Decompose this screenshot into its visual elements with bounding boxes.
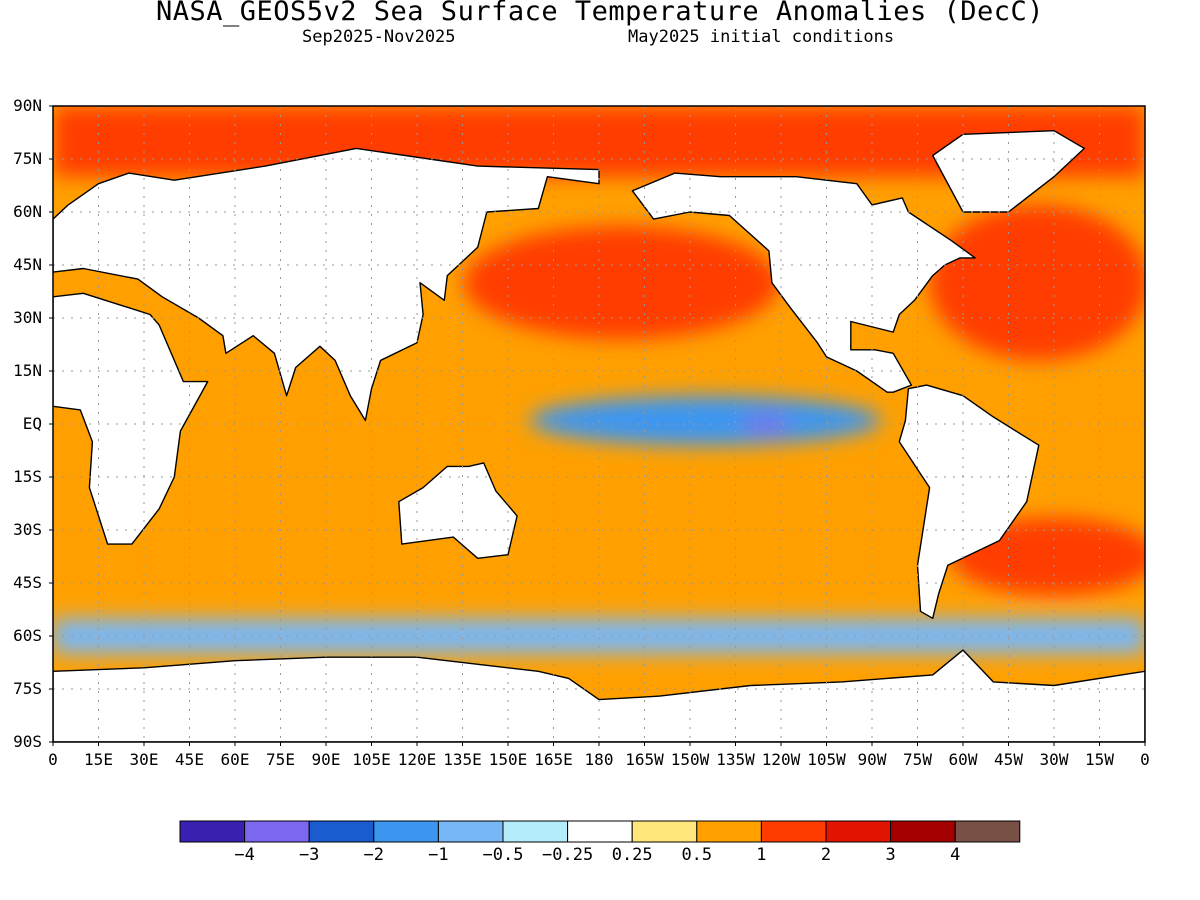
colorbar-label: −3 (298, 845, 320, 865)
lon-label: 165E (534, 750, 573, 769)
lon-label: 150E (488, 750, 528, 769)
gridlines (53, 106, 1145, 742)
land-europe-asia (53, 147, 600, 422)
lon-label: 75E (266, 750, 295, 769)
lon-label: 15W (1085, 750, 1114, 769)
colorbar (179, 820, 1021, 843)
colorbar-swatch (244, 820, 310, 843)
anomaly-region-equatorial-east-pacific-cool (529, 395, 882, 446)
lat-label: 75N (13, 149, 42, 168)
lat-label: 30S (13, 520, 42, 539)
land-australia (398, 462, 518, 559)
colorbar-swatch (308, 820, 375, 843)
colorbar-swatch (696, 820, 762, 843)
lon-label: 105W (807, 750, 846, 769)
lon-label: 15E (84, 750, 113, 769)
lon-label: 150W (670, 750, 710, 769)
lon-label: 60W (948, 750, 978, 769)
lat-label: EQ (22, 414, 42, 433)
colorbar-swatch (890, 820, 956, 843)
lon-label: 0 (1140, 750, 1150, 769)
colorbar-swatch (760, 820, 827, 843)
colorbar-label: −0.25 (542, 845, 594, 865)
colorbar-label: 2 (820, 845, 832, 865)
colorbar-swatch (631, 820, 698, 843)
colorbar-swatch (825, 820, 892, 843)
lat-label: 45N (13, 255, 42, 274)
map-title: NASA_GEOS5v2 Sea Surface Temperature Ano… (155, 0, 1045, 27)
colorbar-swatch (502, 820, 569, 843)
land-south-america (898, 384, 1040, 619)
colorbar-label: 4 (950, 845, 961, 865)
colorbar-label: −2 (363, 845, 385, 865)
land-north-america (631, 172, 976, 393)
land-greenland (932, 130, 1085, 213)
lon-label: 60E (220, 750, 250, 769)
colorbar-label: 3 (885, 845, 896, 865)
colorbar-label: 0.5 (681, 845, 713, 865)
lat-ticks (49, 105, 53, 743)
lon-label: 30W (1039, 750, 1069, 769)
colorbar-label: −4 (234, 845, 255, 865)
colorbar-swatch (437, 820, 504, 843)
lon-label: 90E (311, 750, 341, 769)
lon-label: 45W (994, 750, 1023, 769)
initial-conditions: May2025 initial conditions (628, 27, 895, 47)
forecast-period: Sep2025-Nov2025 (302, 27, 456, 47)
lon-label: 135W (716, 750, 755, 769)
colorbar-label: 0.25 (611, 845, 653, 865)
colorbar-swatch (373, 820, 439, 843)
lat-label: 75S (13, 679, 42, 698)
colorbar-label: 1 (756, 845, 767, 865)
anomaly-region-north-pacific-warm (464, 226, 780, 340)
colorbar-swatch (179, 820, 246, 843)
lon-label: 90W (857, 750, 887, 769)
colorbar-swatch (954, 820, 1021, 843)
anomaly-region-north-atlantic-warm (929, 204, 1145, 361)
lon-label: 180 (584, 750, 614, 769)
lon-label: 120E (397, 750, 437, 769)
lon-label: 30E (129, 750, 159, 769)
lon-label: 0 (48, 750, 58, 769)
colorbar-swatch (567, 820, 633, 843)
land-africa (53, 292, 209, 545)
lon-label: 135E (443, 750, 482, 769)
lat-label: 90S (13, 732, 42, 751)
lat-label: 15N (13, 361, 42, 380)
lon-label: 165W (625, 750, 664, 769)
lat-label: 30N (13, 308, 42, 327)
lon-ticks (52, 742, 1146, 746)
anomaly-region-tropical-indian-warm (174, 379, 417, 522)
lon-label: 120W (761, 750, 801, 769)
lon-label: 105E (352, 750, 391, 769)
lon-label: 75W (903, 750, 932, 769)
lon-label: 45E (175, 750, 204, 769)
colorbar-label: −0.5 (482, 845, 524, 865)
lat-label: 60N (13, 202, 42, 221)
lat-label: 60S (13, 626, 42, 645)
colorbar-label: −1 (428, 845, 449, 865)
lat-label: 15S (13, 467, 42, 486)
lat-label: 45S (13, 573, 42, 592)
lat-label: 90N (13, 96, 42, 115)
